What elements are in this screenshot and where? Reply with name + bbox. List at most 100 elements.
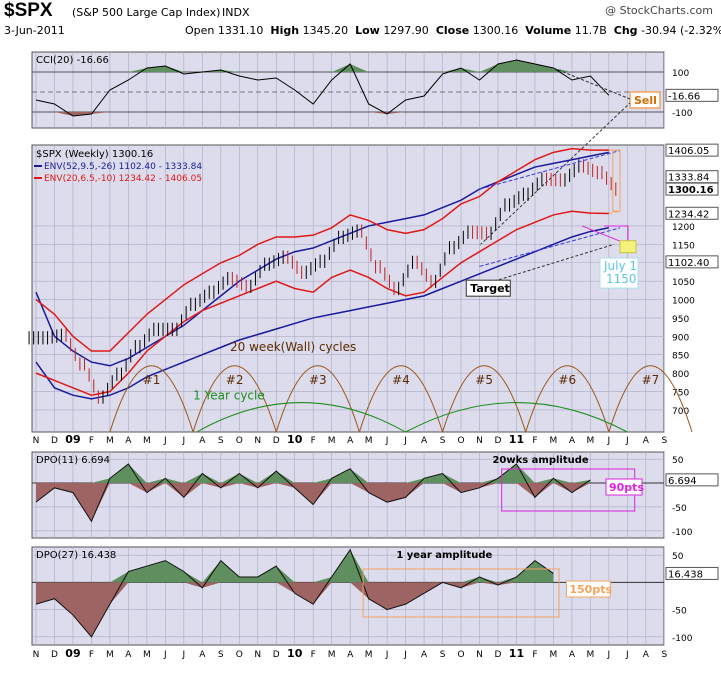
price-title: $SPX (Weekly) 1300.16 — [36, 149, 153, 160]
x-axis-label: O — [457, 436, 464, 446]
low-label: Low — [355, 24, 380, 37]
x-axis-label: M — [143, 436, 151, 446]
wall-cycle-arc — [358, 365, 444, 433]
x-axis-label: 11 — [509, 647, 524, 660]
cycle-number-label: #7 — [642, 373, 660, 387]
dpo-last-value-box — [665, 566, 719, 580]
dpo-fill-negative — [36, 483, 591, 522]
year-cycle-label: 1 Year cycle — [193, 389, 265, 403]
target-label-box — [465, 279, 511, 297]
x-axis-label: M — [328, 436, 336, 446]
price-tick-label: 800 — [672, 370, 689, 380]
dpo-last-value-label: 16.438 — [668, 569, 703, 580]
x-axis-label: D — [273, 650, 280, 660]
cycle-number-label: #3 — [309, 373, 327, 387]
x-axis-label: A — [125, 650, 132, 660]
x-axis-label: D — [495, 436, 502, 446]
price-label: 1300.16 — [668, 185, 714, 196]
chg-label: Chg — [613, 24, 638, 37]
x-axis-label: O — [236, 436, 243, 446]
price-tick-label: 900 — [672, 333, 689, 343]
price-tick-label: 1000 — [672, 297, 695, 307]
x-axis-label: 10 — [287, 647, 303, 660]
x-axis-label: J — [182, 650, 186, 660]
chg-value: -30.94 (-2.32%) — [641, 24, 721, 37]
wall-cycles-label: 20 week(Wall) cycles — [230, 340, 356, 354]
x-axis-label: 09 — [65, 647, 80, 660]
x-axis-label: F — [532, 650, 537, 660]
x-axis-label: M — [550, 650, 558, 660]
exchange-label: INDX — [222, 6, 250, 19]
amplitude-value-label: 90pts — [609, 481, 644, 494]
price-label: 1102.40 — [668, 258, 709, 269]
x-axis-label: S — [661, 436, 667, 446]
price-label-box — [665, 206, 719, 220]
wall-cycle-arc — [442, 365, 527, 433]
x-axis-label: A — [421, 436, 428, 446]
cycle-number-label: #5 — [475, 373, 493, 387]
volume-value: 11.7B — [574, 24, 607, 37]
envelope-red-lower — [35, 210, 609, 396]
price-tick-label: 950 — [672, 315, 689, 325]
dpo-tick-label: 50 — [672, 552, 684, 562]
sell-callout-label: Sell — [634, 94, 657, 107]
x-axis-label: A — [347, 650, 354, 660]
cci-last-value-label: -16.66 — [668, 91, 700, 102]
x-axis-label: 10 — [287, 433, 303, 446]
x-axis-label: N — [33, 436, 40, 446]
envelope-blue-lower — [35, 227, 610, 400]
x-axis-label: D — [495, 650, 502, 660]
x-axis-label: M — [143, 650, 151, 660]
price-label-box — [665, 255, 719, 269]
ohlc-summary: Open 1331.10 High 1345.20 Low 1297.90 Cl… — [185, 24, 721, 37]
x-axis-label: J — [607, 436, 611, 446]
price-label-box — [665, 143, 719, 157]
x-axis-label: M — [587, 436, 595, 446]
x-axis-label: A — [199, 436, 206, 446]
x-axis-label: J — [403, 436, 407, 446]
legend-blue-envelope: ENV(52,9.5,-26) 1102.40 - 1333.84 — [44, 162, 202, 172]
sell-trendline — [553, 67, 631, 100]
price-tick-label: 1150 — [672, 241, 695, 251]
year-cycle-arc — [405, 402, 628, 433]
cci-tick-label: 100 — [672, 69, 689, 79]
target-price-label: 1150 — [606, 272, 637, 286]
cci-last-value-box — [665, 88, 719, 102]
x-axis-label: J — [625, 650, 629, 660]
dpo-last-value-label: 6.694 — [668, 476, 697, 487]
panel-0-frame — [31, 51, 665, 129]
x-axis-label: S — [440, 650, 446, 660]
x-axis-label: J — [625, 436, 629, 446]
x-axis-label: F — [311, 436, 316, 446]
x-axis-label: S — [440, 436, 446, 446]
x-axis-label: F — [89, 436, 94, 446]
price-label: 1333.84 — [668, 173, 709, 184]
year-cycle-arc — [196, 402, 406, 433]
x-axis-label: A — [125, 436, 132, 446]
envelope-blue-upper — [35, 151, 610, 367]
x-axis-label: M — [365, 650, 373, 660]
quote-date: 3-Jun-2011 — [4, 24, 65, 37]
x-axis-label: O — [236, 650, 243, 660]
high-label: High — [270, 24, 300, 37]
x-axis-label: N — [33, 650, 40, 660]
x-axis-label: J — [385, 436, 389, 446]
cycle-number-label: #1 — [143, 373, 161, 387]
legend-red-envelope: ENV(20,6.5,-10) 1234.42 - 1406.05 — [44, 174, 202, 184]
x-axis-label: D — [273, 436, 280, 446]
amplitude-box — [362, 568, 560, 618]
dpo-last-value-box — [665, 473, 719, 487]
amplitude-title: 1 year amplitude — [396, 550, 492, 561]
cci-fill-positive — [36, 60, 609, 72]
price-tick-label: 1050 — [672, 278, 695, 288]
ticker-symbol: $SPX — [4, 0, 53, 21]
sell-callout-box — [629, 91, 661, 109]
amplitude-title: 20wks amplitude — [492, 455, 588, 466]
x-axis-label: A — [199, 650, 206, 660]
dpo-fill-positive — [36, 549, 554, 583]
cci-line — [35, 59, 610, 117]
open-value: 1331.10 — [217, 24, 264, 37]
x-axis-label: A — [643, 650, 650, 660]
